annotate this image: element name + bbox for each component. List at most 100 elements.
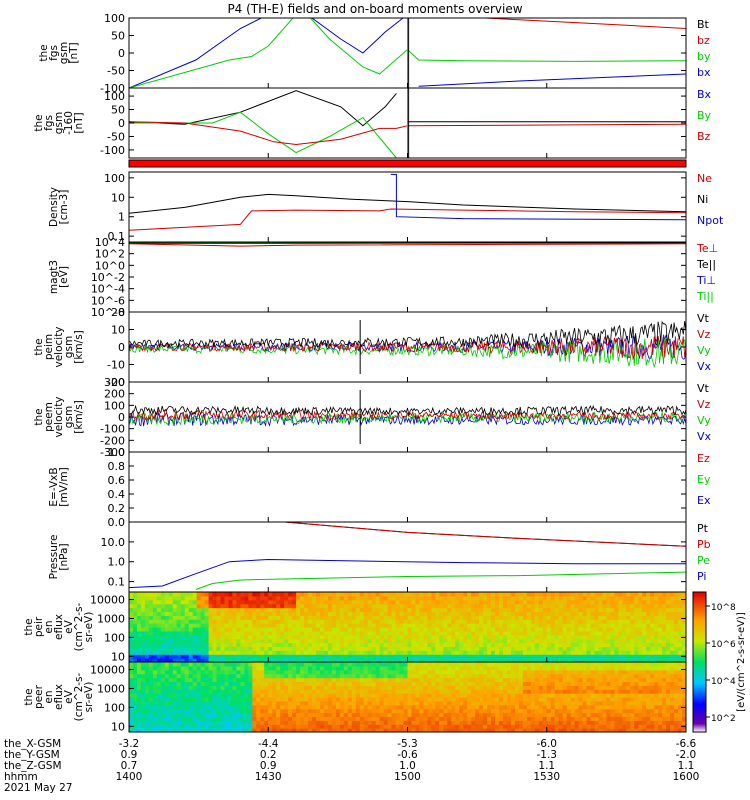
spectrogram-cell: [160, 599, 166, 605]
spectrogram-cell: [499, 611, 504, 616]
spectrogram-cell: [646, 630, 651, 636]
spectrogram-cell: [463, 638, 468, 644]
spectrogram-cell: [463, 595, 468, 601]
spectrogram-cell: [296, 681, 301, 686]
spectrogram-cell: [220, 595, 226, 601]
spectrogram-cell: [164, 634, 170, 640]
spectrogram-cell: [451, 712, 456, 718]
legend-label-Ni: Ni: [697, 193, 708, 206]
spectrogram-cell: [268, 669, 273, 675]
spectrogram-cell: [220, 662, 226, 667]
spectrogram-cell: [331, 615, 337, 620]
spectrogram-cell: [304, 677, 309, 683]
spectrogram-cell: [288, 592, 293, 597]
spectrogram-cell: [522, 716, 528, 721]
spectrogram-cell: [228, 728, 234, 732]
spectrogram-cell: [140, 716, 146, 721]
spectrogram-cell: [542, 712, 548, 718]
spectrogram-cell: [522, 662, 528, 667]
spectrogram-cell: [518, 689, 524, 694]
spectrogram-cell: [359, 615, 365, 620]
spectrogram-cell: [558, 658, 564, 662]
spectrogram-cell: [164, 638, 170, 644]
spectrogram-cell: [403, 685, 409, 690]
spectrogram-cell: [144, 697, 150, 702]
spectrogram-cell: [459, 693, 464, 698]
spectrogram-cell: [168, 595, 174, 601]
spectrogram-cell: [471, 627, 476, 632]
spectrogram-cell: [614, 615, 619, 620]
spectrogram-cell: [439, 650, 444, 655]
spectrogram-cell: [423, 630, 428, 636]
spectrogram-cell: [662, 615, 667, 620]
spectrogram-cell: [315, 704, 321, 710]
spectrogram-cell: [347, 697, 353, 702]
spectrogram-cell: [148, 673, 154, 679]
spectrogram-cell: [522, 619, 528, 624]
spectrogram-cell: [411, 634, 417, 640]
spectrogram-cell: [168, 619, 174, 624]
spectrogram-cell: [499, 677, 504, 683]
spectrogram-cell: [335, 662, 341, 667]
spectrogram-cell: [538, 623, 544, 628]
spectrogram-cell: [578, 642, 584, 648]
spectrogram-cell: [574, 599, 580, 605]
spectrogram-cell: [236, 685, 241, 690]
spectrogram-cell: [427, 700, 432, 706]
spectrogram-cell: [335, 704, 341, 710]
spectrogram-cell: [650, 650, 655, 655]
spectrogram-cell: [300, 658, 305, 662]
spectrogram-cell: [351, 619, 357, 624]
spectrogram-cell: [252, 693, 257, 698]
spectrogram-cell: [463, 619, 468, 624]
spectrogram-cell: [129, 677, 134, 683]
spectrogram-cell: [252, 634, 257, 640]
spectrogram-cell: [331, 630, 337, 636]
spectrogram-cell: [550, 592, 556, 597]
spectrogram-cell: [451, 592, 456, 597]
spectrogram-cell: [144, 693, 150, 698]
spectrogram-cell: [566, 697, 572, 702]
spectrogram-cell: [212, 603, 218, 609]
spectrogram-cell: [256, 611, 261, 616]
spectrogram-cell: [658, 627, 663, 632]
spectrogram-cell: [459, 681, 464, 686]
spectrogram-cell: [586, 665, 592, 671]
spectrogram-cell: [562, 615, 568, 620]
spectrogram-cell: [312, 630, 317, 636]
spectrogram-cell: [542, 646, 548, 651]
spectrogram-cell: [248, 592, 253, 597]
spectrogram-cell: [674, 607, 679, 613]
spectrogram-cell: [156, 642, 162, 648]
spectrogram-cell: [308, 677, 313, 683]
spectrogram-cell: [586, 720, 592, 725]
spectrogram-cell: [578, 634, 584, 640]
spectrogram-cell: [347, 607, 353, 613]
spectrogram-cell: [304, 650, 309, 655]
spectrogram-cell: [558, 603, 564, 609]
spectrogram-cell: [614, 650, 619, 655]
spectrogram-cell: [288, 646, 293, 651]
spectrogram-cell: [506, 630, 512, 636]
spectrogram-cell: [367, 693, 373, 698]
spectrogram-cell: [522, 599, 528, 605]
spectrogram-cell: [327, 724, 333, 729]
spectrogram-cell: [252, 665, 257, 671]
spectrogram-cell: [144, 623, 150, 628]
spectrogram-cell: [558, 595, 564, 601]
spectrogram-cell: [463, 599, 468, 605]
spectrogram-cell: [678, 638, 683, 644]
spectrogram-cell: [630, 603, 635, 609]
spectrogram-cell: [443, 634, 448, 640]
spectrogram-cell: [658, 642, 663, 648]
spectrogram-cell: [367, 677, 373, 683]
spectrogram-cell: [502, 662, 508, 667]
spectrogram-cell: [518, 615, 524, 620]
spectrogram-cell: [355, 700, 361, 706]
spectrogram-cell: [208, 627, 214, 632]
spectrogram-cell: [415, 599, 421, 605]
spectrogram-cell: [662, 634, 667, 640]
spectrogram-cell: [208, 677, 214, 683]
spectrogram-cell: [176, 592, 182, 597]
